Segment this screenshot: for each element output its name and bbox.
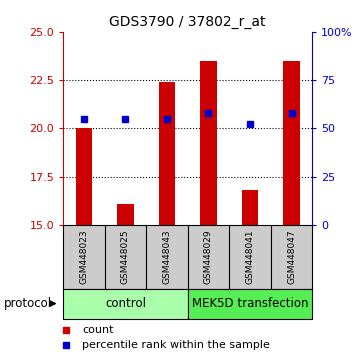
Text: protocol: protocol (4, 297, 52, 310)
Text: MEK5D transfection: MEK5D transfection (192, 297, 308, 310)
Text: GSM448029: GSM448029 (204, 229, 213, 284)
Bar (188, 289, 312, 319)
Bar (63, 289, 188, 319)
Title: GDS3790 / 37802_r_at: GDS3790 / 37802_r_at (109, 16, 266, 29)
Bar (158, 82, 175, 225)
Bar (76, 128, 92, 225)
Text: control: control (105, 297, 146, 310)
Bar (242, 190, 258, 225)
Text: percentile rank within the sample: percentile rank within the sample (82, 339, 270, 350)
Text: GSM448041: GSM448041 (245, 229, 255, 284)
Text: GSM448025: GSM448025 (121, 229, 130, 284)
Text: GSM448047: GSM448047 (287, 229, 296, 284)
Text: count: count (82, 325, 114, 335)
Bar (200, 61, 217, 225)
Text: GSM448043: GSM448043 (162, 229, 171, 284)
Text: GSM448023: GSM448023 (79, 229, 88, 284)
Bar (283, 61, 300, 225)
Bar (117, 204, 134, 225)
